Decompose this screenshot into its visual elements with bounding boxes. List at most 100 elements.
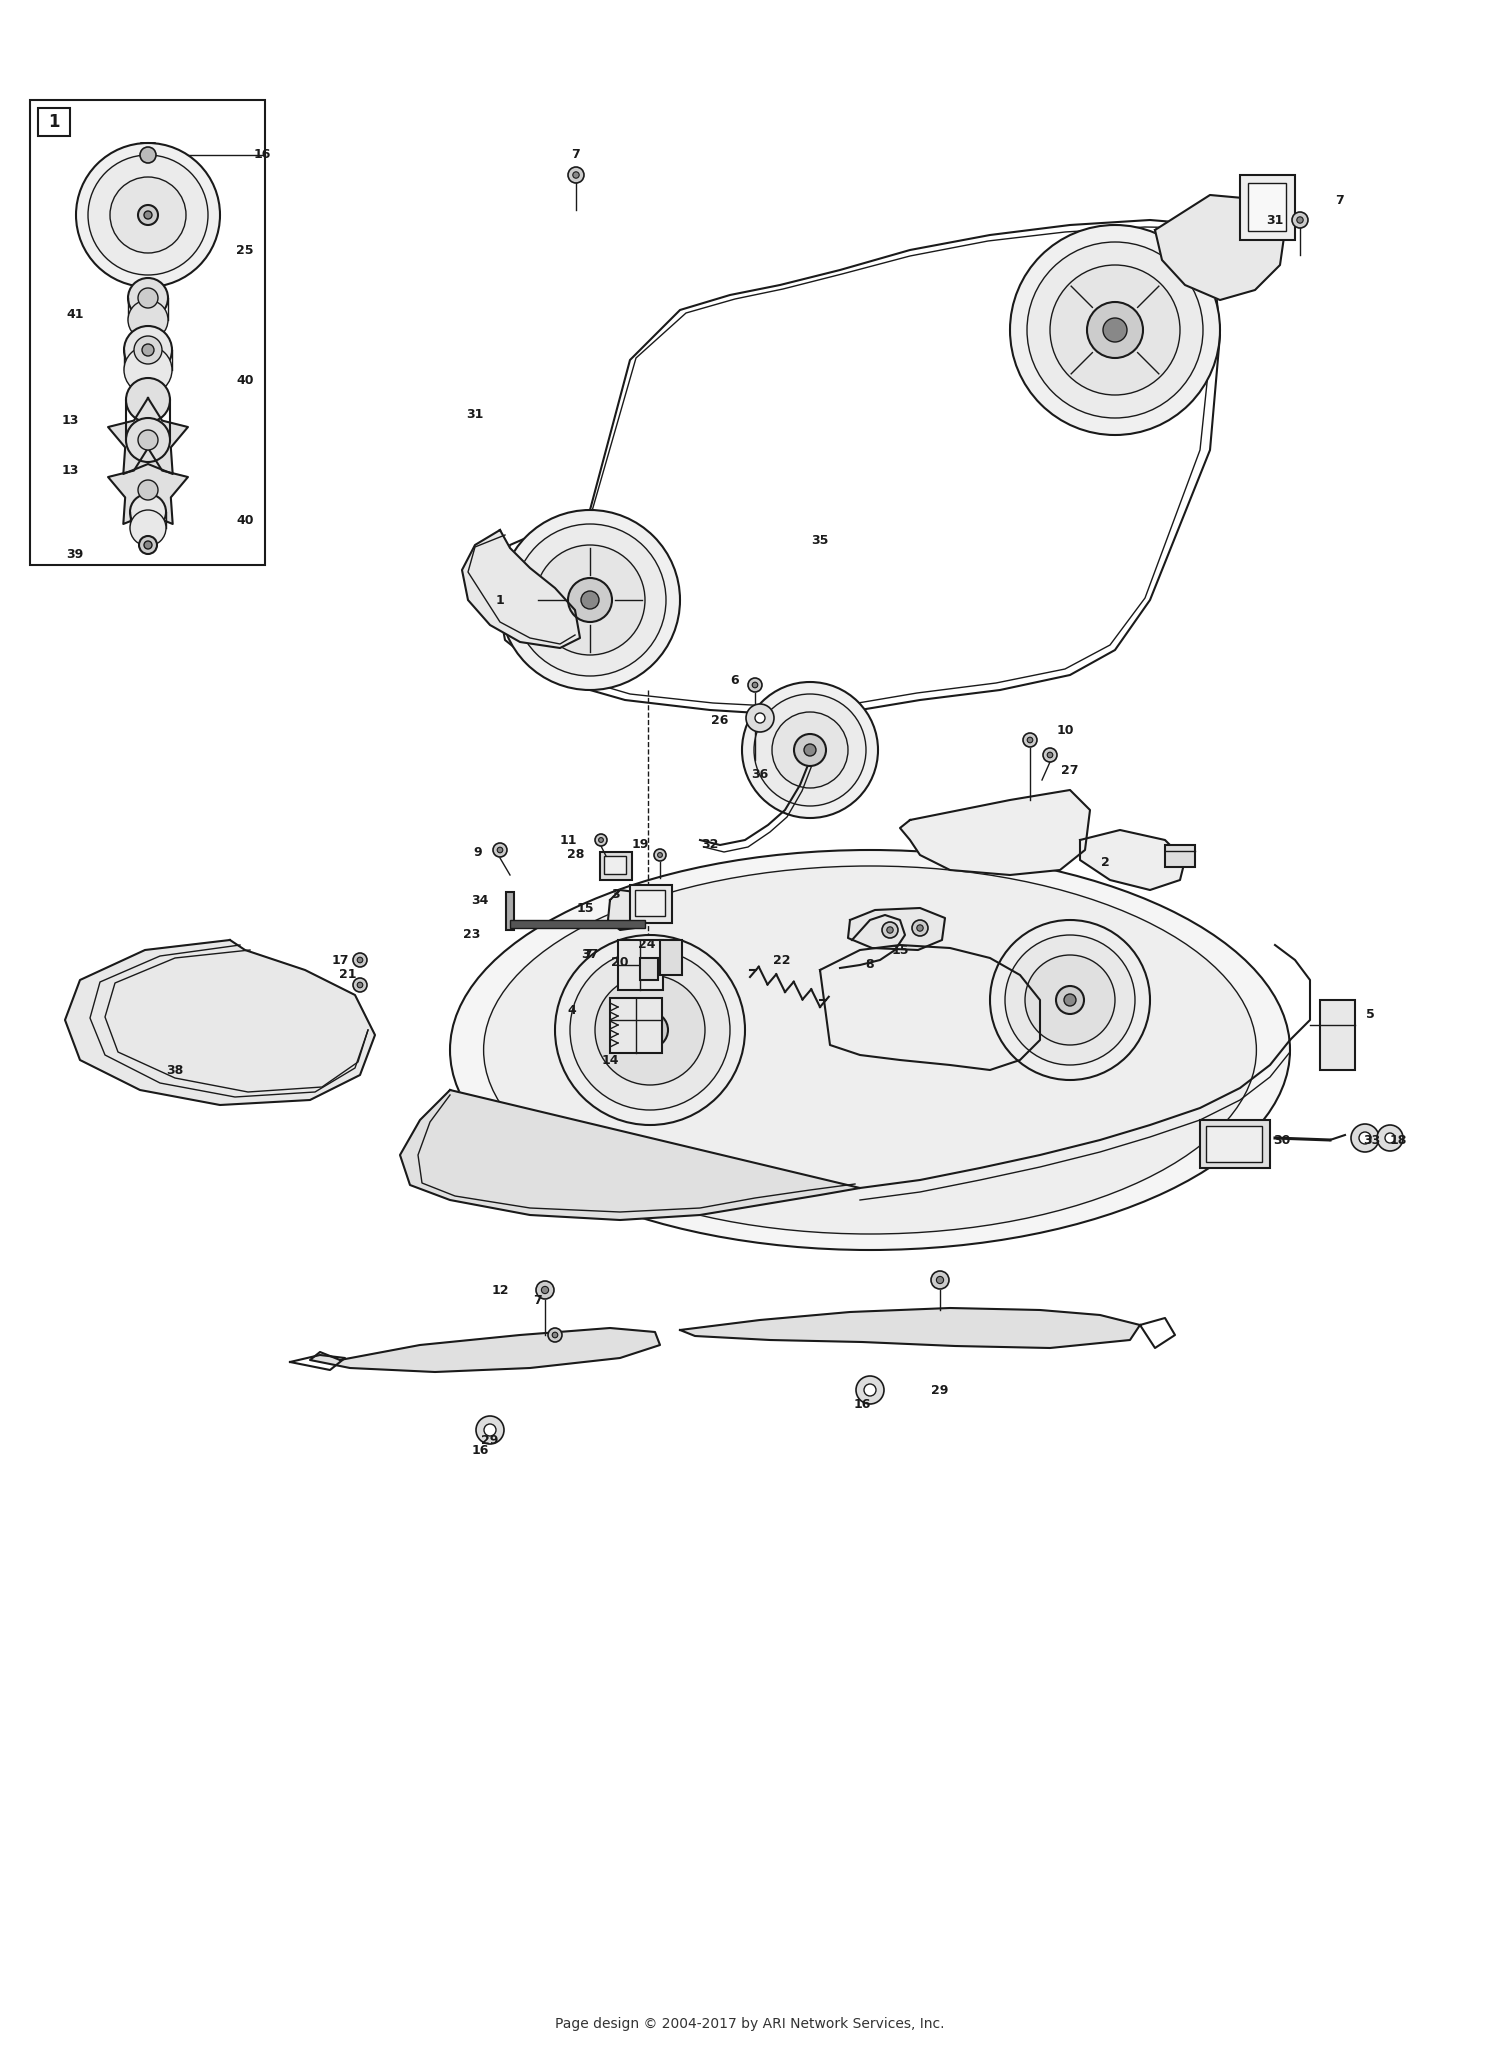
Text: Page design © 2004-2017 by ARI Network Services, Inc.: Page design © 2004-2017 by ARI Network S… (555, 2018, 945, 2030)
Circle shape (596, 976, 705, 1085)
Circle shape (568, 579, 612, 622)
Circle shape (1056, 986, 1084, 1013)
Circle shape (882, 922, 898, 939)
Text: 2: 2 (1101, 854, 1110, 869)
Circle shape (124, 325, 172, 375)
Text: 13: 13 (62, 414, 78, 426)
Text: 3: 3 (612, 889, 621, 902)
Circle shape (746, 704, 774, 733)
Circle shape (580, 591, 598, 609)
Bar (510, 920, 645, 929)
Circle shape (916, 924, 922, 931)
Bar (38, 107, 70, 136)
Text: 7: 7 (584, 949, 592, 962)
Circle shape (357, 957, 363, 964)
Circle shape (126, 418, 170, 461)
Circle shape (76, 142, 220, 286)
Circle shape (886, 927, 892, 933)
Text: 7: 7 (534, 1293, 543, 1307)
Text: 40: 40 (237, 373, 254, 387)
Text: 29: 29 (932, 1384, 948, 1396)
Circle shape (352, 978, 368, 992)
Text: 23: 23 (464, 929, 480, 941)
Ellipse shape (450, 850, 1290, 1250)
Text: 1: 1 (48, 113, 60, 132)
Polygon shape (847, 908, 945, 949)
Circle shape (536, 546, 645, 655)
Text: 31: 31 (466, 408, 483, 422)
Polygon shape (310, 1328, 660, 1371)
Circle shape (144, 210, 152, 218)
Text: 28: 28 (567, 848, 585, 861)
Text: 26: 26 (711, 714, 729, 727)
Bar (600, 852, 632, 879)
Bar (634, 889, 664, 916)
Circle shape (1010, 224, 1220, 434)
Circle shape (352, 953, 368, 968)
Circle shape (752, 682, 758, 688)
Circle shape (130, 494, 166, 529)
Text: 32: 32 (702, 838, 718, 852)
Bar (1240, 175, 1294, 241)
Circle shape (990, 920, 1150, 1081)
Text: 34: 34 (471, 894, 489, 906)
Polygon shape (134, 142, 162, 167)
Circle shape (138, 430, 158, 451)
Text: 12: 12 (492, 1283, 508, 1297)
Circle shape (1352, 1124, 1378, 1151)
Text: 7: 7 (572, 148, 580, 161)
Text: 16: 16 (254, 148, 270, 161)
Text: 14: 14 (602, 1054, 618, 1067)
Circle shape (130, 511, 166, 546)
Bar (1248, 183, 1286, 231)
Text: 11: 11 (560, 834, 576, 846)
Circle shape (804, 743, 816, 756)
Circle shape (126, 379, 170, 422)
Text: 36: 36 (752, 768, 768, 782)
Bar (1166, 844, 1196, 867)
Circle shape (494, 842, 507, 857)
Circle shape (654, 848, 666, 861)
Text: 4: 4 (567, 1003, 576, 1017)
Circle shape (932, 1270, 950, 1289)
Circle shape (748, 677, 762, 692)
Text: 30: 30 (1274, 1135, 1290, 1147)
Bar (1320, 1001, 1354, 1071)
Circle shape (542, 1287, 549, 1293)
Circle shape (138, 206, 158, 224)
Circle shape (1023, 733, 1036, 747)
Circle shape (570, 949, 730, 1110)
Circle shape (1377, 1124, 1402, 1151)
Text: 27: 27 (1062, 764, 1078, 776)
Text: 16: 16 (853, 1398, 870, 1412)
Circle shape (552, 1332, 558, 1338)
Text: ARI: ARI (560, 894, 1090, 1165)
Circle shape (548, 1328, 562, 1342)
Bar (1206, 1126, 1262, 1161)
Text: 33: 33 (1364, 1135, 1380, 1147)
Circle shape (1005, 935, 1136, 1065)
Circle shape (88, 154, 209, 276)
Circle shape (598, 838, 603, 842)
Bar (506, 892, 515, 931)
Text: 1: 1 (495, 593, 504, 607)
Bar (610, 999, 662, 1052)
Circle shape (864, 1384, 876, 1396)
Circle shape (1050, 266, 1180, 395)
Polygon shape (900, 791, 1090, 875)
Circle shape (128, 301, 168, 340)
Text: 39: 39 (66, 548, 84, 562)
Text: 25: 25 (237, 243, 254, 257)
Circle shape (357, 982, 363, 988)
Circle shape (772, 712, 847, 789)
Circle shape (140, 535, 158, 554)
Text: 41: 41 (66, 309, 84, 321)
Polygon shape (1080, 830, 1185, 889)
Circle shape (128, 278, 168, 317)
Circle shape (1298, 216, 1304, 222)
Circle shape (1047, 752, 1053, 758)
Circle shape (500, 511, 680, 690)
Text: 31: 31 (1266, 214, 1284, 226)
Circle shape (1028, 737, 1033, 743)
Polygon shape (608, 889, 640, 931)
